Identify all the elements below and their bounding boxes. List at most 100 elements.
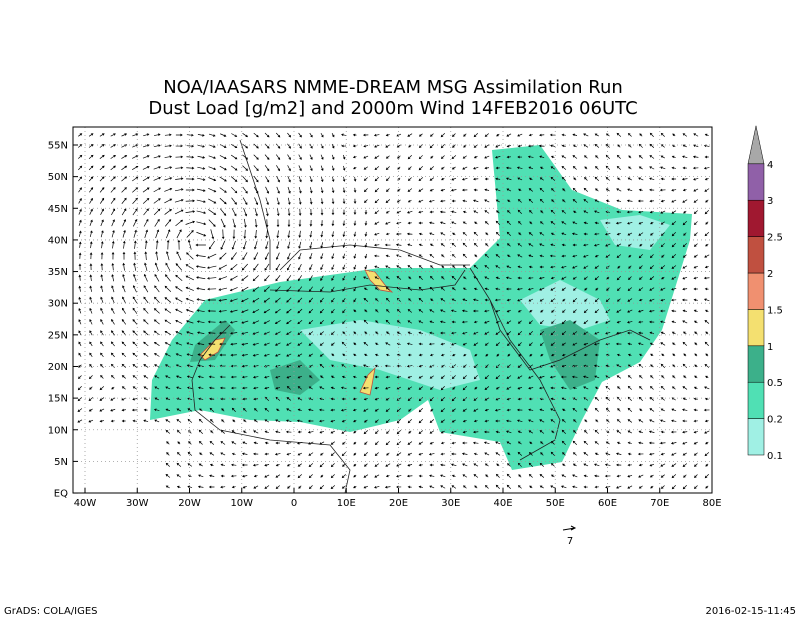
wind-arrow [704, 232, 710, 237]
wind-arrow [342, 275, 346, 281]
wind-arrow [704, 452, 710, 457]
wind-arrow [364, 242, 368, 248]
wind-arrow [429, 364, 435, 368]
wind-arrow [353, 419, 357, 423]
wind-arrow [285, 430, 292, 434]
wind-arrow [230, 375, 237, 379]
wind-arrow [275, 463, 280, 467]
wind-arrow [506, 133, 512, 137]
wind-arrow [252, 309, 260, 314]
wind-arrow [89, 230, 93, 238]
wind-arrow [99, 397, 105, 401]
wind-arrow [208, 198, 217, 204]
wind-arrow [320, 165, 324, 172]
wind-arrow [495, 397, 501, 401]
wind-arrow [473, 320, 478, 324]
wind-arrow [649, 331, 655, 335]
wind-arrow [207, 298, 216, 302]
wind-arrow [264, 263, 270, 271]
wind-arrow [275, 275, 281, 282]
wind-arrow [352, 375, 357, 379]
wind-arrow [342, 154, 346, 160]
wind-arrow [528, 166, 534, 170]
wind-arrow [705, 353, 709, 357]
wind-arrow [484, 408, 489, 412]
wind-arrow [331, 220, 335, 227]
wind-arrow [364, 463, 368, 467]
wind-arrow [99, 187, 105, 193]
wind-arrow [243, 419, 247, 423]
wind-arrow [174, 188, 184, 192]
wind-arrow [682, 463, 688, 467]
wind-arrow [407, 441, 413, 445]
wind-arrow [671, 177, 677, 181]
wind-arrow [254, 208, 258, 217]
wind-arrow [473, 155, 478, 159]
wind-arrow [672, 133, 676, 137]
wind-arrow [197, 331, 205, 334]
wind-arrow [153, 319, 160, 325]
wind-arrow [88, 154, 94, 159]
wind-arrow [638, 221, 643, 225]
wind-arrow [429, 474, 435, 478]
wind-arrow [219, 176, 227, 182]
wind-arrow [330, 430, 336, 434]
wind-arrow [495, 452, 501, 456]
wind-arrow [319, 386, 325, 390]
wind-arrow [660, 452, 665, 456]
wind-arrow [89, 263, 93, 271]
wind-arrow [254, 197, 259, 206]
wind-arrow [364, 309, 368, 313]
wind-arrow [265, 208, 269, 217]
wind-arrow [196, 320, 205, 324]
wind-arrow [617, 408, 621, 412]
wind-arrow [364, 220, 368, 226]
wind-arrow [375, 331, 379, 335]
wind-arrow [495, 231, 500, 236]
wind-arrow [176, 229, 182, 239]
wind-arrow [210, 430, 214, 434]
wind-arrow [539, 386, 545, 390]
wind-arrow [89, 307, 93, 314]
wind-arrow [440, 353, 445, 357]
wind-arrow [595, 155, 599, 159]
wind-arrow [297, 286, 303, 292]
wind-arrow [78, 319, 82, 325]
wind-arrow [78, 208, 82, 215]
wind-arrow [550, 485, 556, 489]
title-line: NOA/IAASARS NMME-DREAM MSG Assimilation … [163, 77, 623, 98]
wind-arrow [208, 166, 217, 171]
wind-arrow [320, 286, 324, 292]
wind-arrow [593, 364, 600, 368]
wind-arrow [352, 386, 357, 390]
wind-arrow [309, 209, 313, 216]
wind-arrow [143, 307, 149, 314]
wind-arrow [484, 253, 489, 258]
wind-arrow [671, 463, 677, 467]
wind-arrow [78, 176, 83, 182]
wind-arrow [364, 231, 368, 237]
wind-arrow [517, 462, 522, 467]
wind-arrow [418, 232, 423, 236]
wind-arrow [375, 320, 379, 324]
wind-arrow [440, 430, 445, 434]
wind-arrow [142, 176, 150, 182]
wind-arrow [153, 330, 160, 336]
wind-arrow [89, 197, 93, 204]
wind-arrow [407, 265, 413, 269]
wind-arrow [693, 133, 699, 137]
wind-arrow [496, 353, 500, 357]
wind-arrow [507, 353, 511, 357]
wind-arrow [78, 341, 82, 347]
wind-arrow [550, 298, 556, 302]
wind-arrow [671, 408, 677, 412]
wind-arrow [462, 265, 467, 269]
wind-arrow [572, 155, 578, 159]
wind-arrow [616, 199, 622, 203]
wind-arrow [451, 485, 457, 489]
wind-arrow [638, 463, 643, 467]
wind-arrow [462, 397, 468, 402]
wind-arrow [208, 485, 215, 489]
wind-arrow [199, 452, 203, 456]
wind-arrow [374, 243, 380, 247]
